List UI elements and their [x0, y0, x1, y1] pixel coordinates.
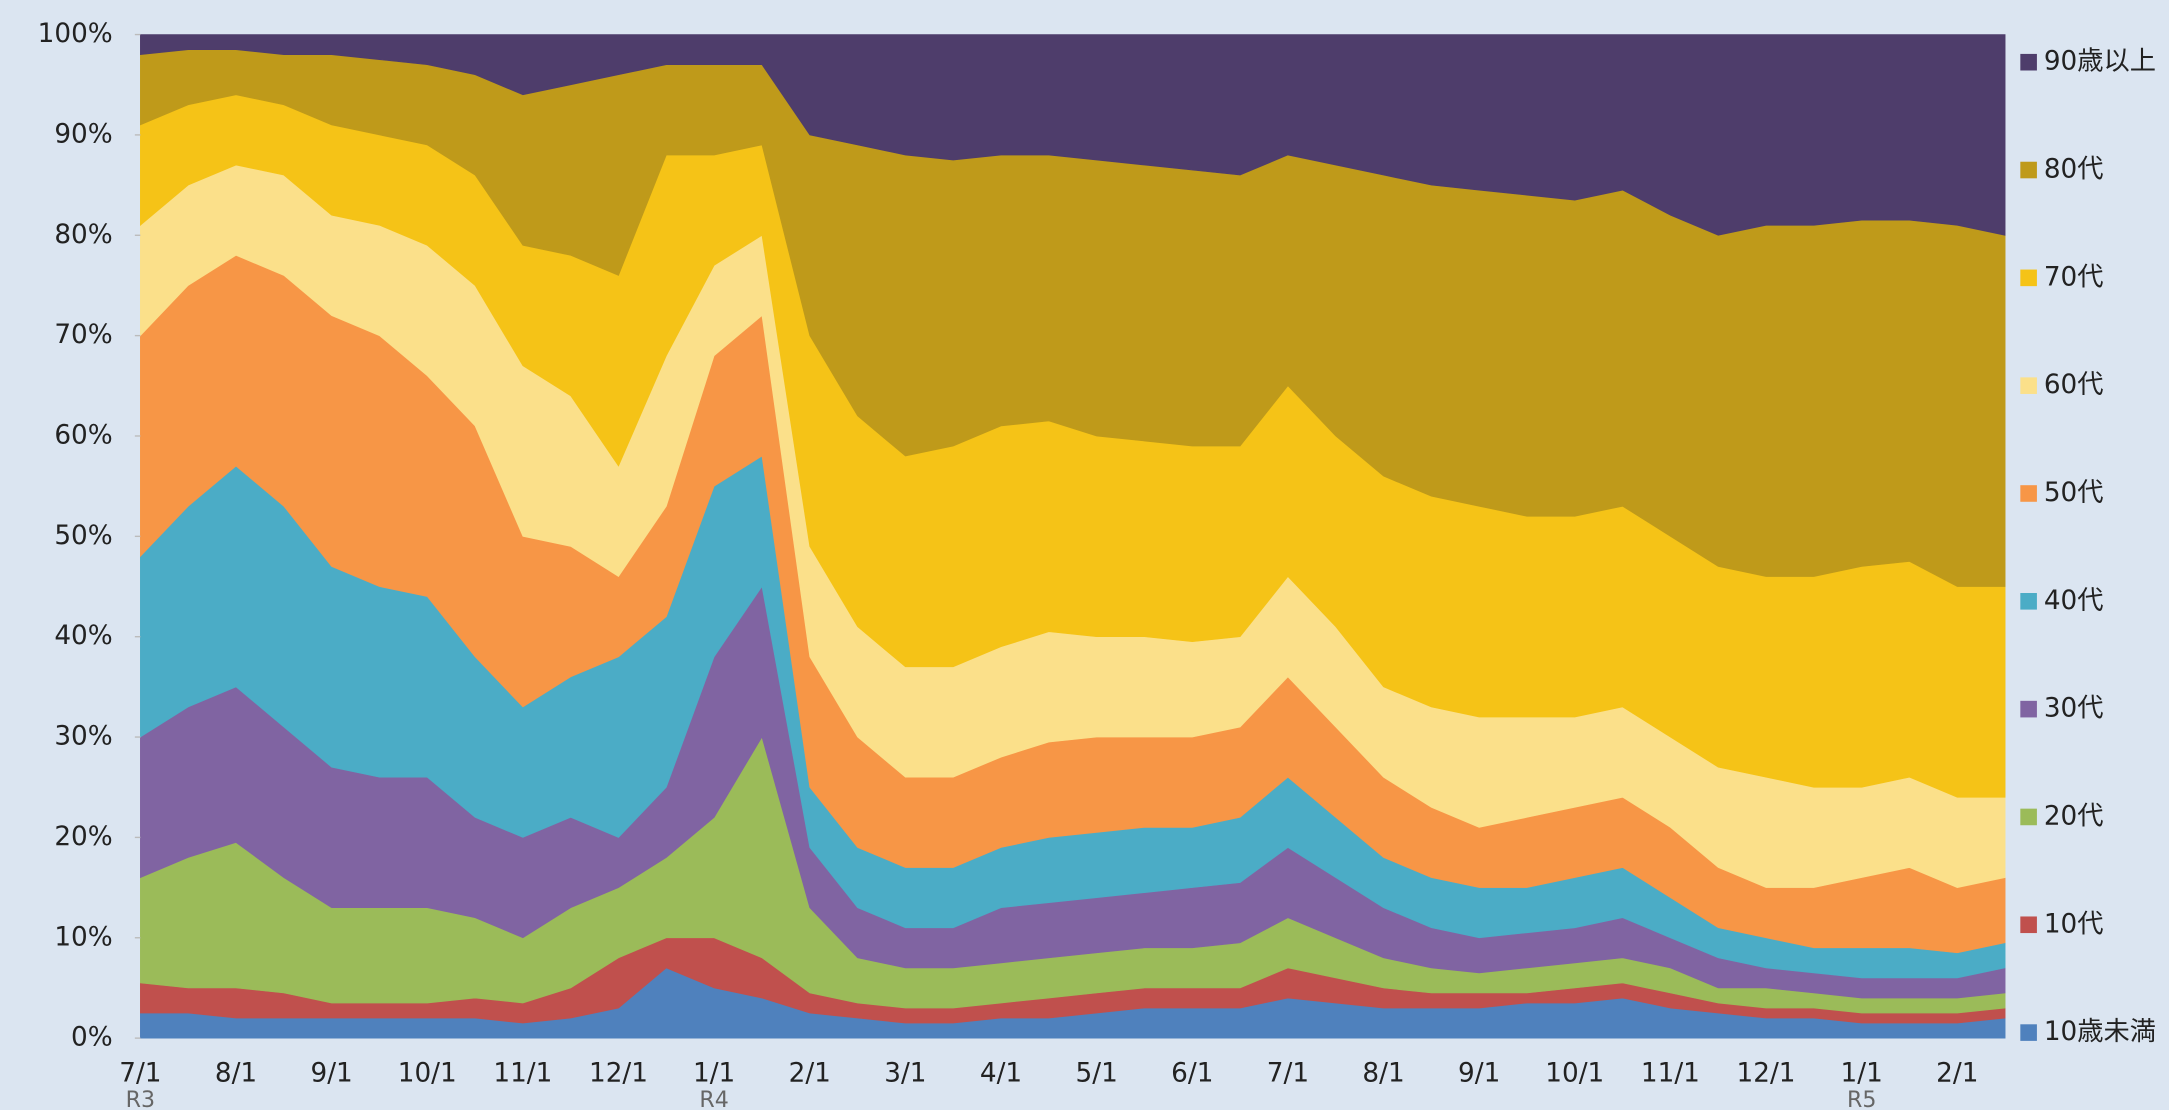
x-tick-label: 9/1 — [311, 1059, 353, 1089]
y-tick-label: 60% — [54, 420, 112, 450]
x-tick-label: 5/1 — [1076, 1059, 1118, 1089]
y-tick-label: 70% — [54, 320, 112, 350]
y-tick-label: 100% — [38, 19, 113, 49]
x-sublabel: R3 — [126, 1087, 155, 1110]
x-sublabel: R4 — [699, 1087, 728, 1110]
legend-swatch — [2020, 1024, 2037, 1041]
x-sublabel: R5 — [1847, 1087, 1876, 1110]
legend-swatch — [2020, 377, 2037, 394]
x-tick-label: 7/1 — [1267, 1059, 1309, 1089]
legend-label: 70代 — [2044, 262, 2104, 292]
legend-label: 60代 — [2044, 370, 2104, 400]
legend-swatch — [2020, 485, 2037, 502]
y-tick-label: 80% — [54, 220, 112, 250]
x-tick-label: 2/1 — [1936, 1059, 1978, 1089]
x-tick-label: 7/1 — [119, 1059, 161, 1089]
legend-swatch — [2020, 53, 2037, 71]
y-tick-label: 20% — [54, 822, 112, 852]
x-tick-label: 1/1 — [693, 1059, 735, 1089]
x-tick-label: 11/1 — [1641, 1059, 1700, 1089]
x-tick-label: 11/1 — [493, 1059, 552, 1089]
legend-label: 40代 — [2044, 586, 2104, 616]
y-tick-label: 0% — [71, 1023, 113, 1053]
legend-swatch — [2020, 700, 2037, 718]
legend-label: 10代 — [2044, 909, 2104, 939]
x-tick-label: 2/1 — [789, 1059, 831, 1089]
area — [140, 34, 2006, 236]
x-tick-label: 10/1 — [1545, 1059, 1604, 1089]
y-tick-label: 30% — [54, 722, 112, 752]
x-tick-label: 3/1 — [884, 1059, 926, 1089]
y-tick-label: 10% — [54, 922, 112, 952]
x-tick-label: 8/1 — [1362, 1059, 1404, 1089]
legend-label: 20代 — [2044, 801, 2104, 831]
x-tick-label: 8/1 — [215, 1059, 257, 1089]
legend-swatch — [2020, 593, 2037, 610]
x-tick-label: 12/1 — [1737, 1059, 1796, 1089]
legend-label: 50代 — [2044, 478, 2104, 508]
legend-label: 10歳未満 — [2044, 1017, 2156, 1047]
legend-label: 90歳以上 — [2044, 47, 2156, 77]
legend-label: 30代 — [2044, 694, 2104, 724]
x-tick-label: 6/1 — [1171, 1059, 1213, 1089]
x-tick-label: 1/1 — [1841, 1059, 1883, 1089]
legend-label: 80代 — [2044, 155, 2104, 185]
x-tick-label: 12/1 — [589, 1059, 648, 1089]
legend-swatch — [2020, 161, 2037, 179]
y-tick-label: 40% — [54, 621, 112, 651]
legend-swatch — [2020, 269, 2037, 287]
y-tick-label: 90% — [54, 119, 112, 149]
x-tick-label: 9/1 — [1458, 1059, 1500, 1089]
x-tick-label: 4/1 — [980, 1059, 1022, 1089]
y-tick-label: 50% — [54, 521, 112, 551]
legend-swatch — [2020, 916, 2037, 934]
x-tick-label: 10/1 — [398, 1059, 457, 1089]
legend-swatch — [2020, 808, 2037, 826]
